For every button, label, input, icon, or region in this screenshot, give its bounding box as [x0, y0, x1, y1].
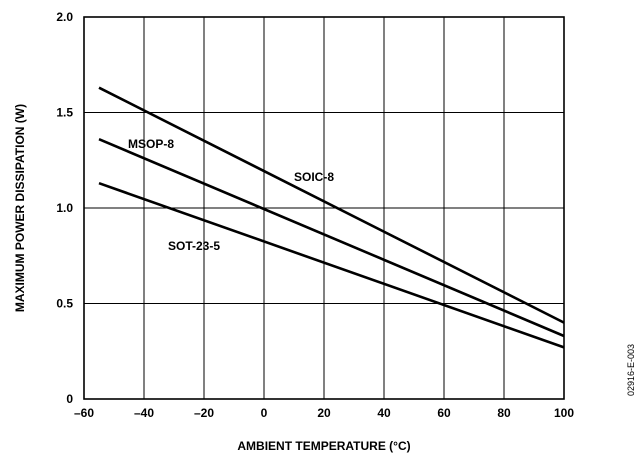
x-axis-title: AMBIENT TEMPERATURE (°C) — [237, 439, 410, 453]
x-tick-label: –60 — [74, 406, 94, 420]
series-label-sot-23-5: SOT-23-5 — [168, 239, 220, 253]
series-label-soic-8: SOIC-8 — [294, 170, 334, 184]
x-tick-label: 80 — [497, 406, 511, 420]
x-tick-label: –40 — [134, 406, 154, 420]
y-tick-label: 1.5 — [56, 106, 73, 120]
x-tick-labels: –60 –40 –20 0 20 40 60 80 100 — [74, 406, 574, 420]
series-line-soic-8 — [98, 86, 565, 324]
y-tick-label: 1.0 — [56, 201, 73, 215]
series-line-sot-23-5 — [98, 181, 565, 349]
series-line-msop-8 — [98, 138, 565, 338]
y-axis-title: MAXIMUM POWER DISSIPATION (W) — [13, 104, 27, 312]
series-label-msop-8: MSOP-8 — [128, 137, 174, 151]
grid-lines — [83, 16, 565, 400]
y-tick-label: 0.5 — [56, 297, 73, 311]
x-tick-label: 60 — [437, 406, 451, 420]
y-tick-label: 0 — [66, 392, 73, 406]
x-tick-label: 20 — [317, 406, 331, 420]
x-tick-label: 40 — [377, 406, 391, 420]
series-lines — [98, 86, 565, 349]
x-tick-label: 100 — [554, 406, 574, 420]
y-tick-label: 2.0 — [56, 10, 73, 24]
x-tick-label: 0 — [261, 406, 268, 420]
figure-id: 02916-E-003 — [626, 344, 636, 396]
y-tick-labels: 0 0.5 1.0 1.5 2.0 — [56, 10, 73, 406]
plot-frame — [83, 16, 565, 400]
x-tick-label: –20 — [194, 406, 214, 420]
